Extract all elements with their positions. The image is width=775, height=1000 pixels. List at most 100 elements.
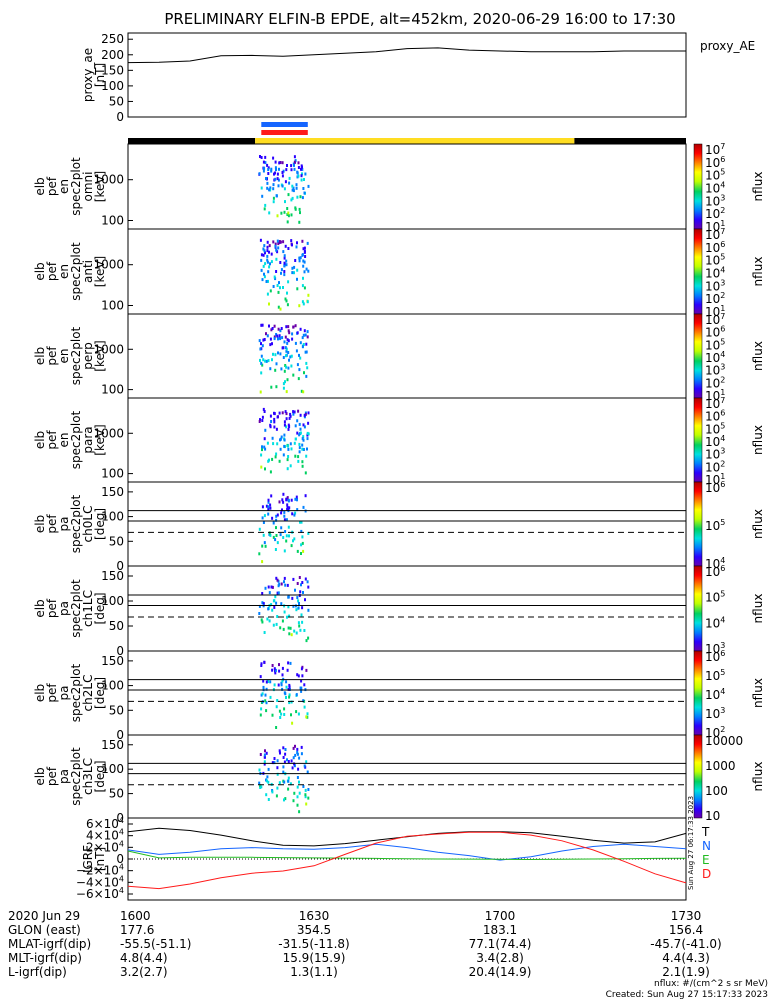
spectrogram-pixel [303,286,306,290]
spectrogram-pixel [280,367,283,371]
spectrogram-pixel [277,178,280,182]
spectrogram-pixel [290,447,293,451]
spectrogram-pixel [286,291,288,295]
spectrogram-pixel [263,445,266,449]
spectrogram-pixel [294,454,297,458]
spectrogram-pixel [276,541,279,545]
spectrogram-pixel [260,465,263,469]
spectrogram-pixel [262,533,265,537]
spectrogram-pixel [299,211,301,215]
ephemeris-cell: 1.3(1.1) [290,965,338,979]
spectrogram-pixel [280,268,283,272]
spectrogram-pixel [277,242,280,246]
panel-ylabel: [keV] [93,340,107,371]
spectrogram-pixel [285,518,288,522]
ephemeris-cell: 20.4(14.9) [469,965,532,979]
spectrogram-pixel [285,325,288,329]
y-tick-label: 1000 [93,258,124,272]
spectrogram-pixel [293,513,296,517]
spectrogram-pixel [292,325,295,329]
spectrogram-pixel [265,687,268,691]
spectrogram-pixel [270,167,273,171]
spectrogram-pixel [304,412,307,416]
spectrogram-pixel [260,323,263,327]
spectrogram-pixel [306,433,309,437]
spectrogram-pixel [301,345,304,349]
spectrogram-pixel [269,533,272,537]
spectrogram-pixel [287,211,290,215]
y-tick-label: 0 [116,559,124,573]
spectrogram-pixel [280,681,283,685]
spectrogram-data [258,155,310,224]
ephemeris-row-label: L-igrf(dip) [8,965,67,979]
spectrogram-pixel [287,447,290,451]
spectrogram-pixel [271,327,274,330]
spectrogram-pixel [303,260,306,264]
spectrogram-pixel [271,342,273,346]
spectrogram-pixel [296,751,299,754]
colorbar-tick-label: 100 [705,784,728,798]
spectrogram-pixel [282,627,285,631]
panel-ylabel: ch2LC [81,675,95,712]
spectrogram-pixel [276,442,279,446]
spectrogram-pixel [275,518,278,522]
spectrogram-pixel [297,161,300,165]
spectrogram-pixel [305,639,308,643]
spectrogram-pixel [305,715,308,719]
colorbar [693,734,703,819]
plot-title: PRELIMINARY ELFIN-B EPDE, alt=452km, 202… [164,10,675,28]
spectrogram-pixel [283,254,286,258]
y-tick-label: 150 [101,485,124,499]
spectrogram-pixel [302,549,305,553]
spectrogram-pixel [287,787,290,791]
spectrogram-pixel [287,247,290,250]
spectrogram-pixel [278,334,281,338]
panel-ylabel: pa [57,601,71,616]
spectrogram-pixel [278,281,280,285]
spectrogram-pixel [298,353,300,357]
spectrogram-pixel [289,442,292,446]
spectrogram-pixel [302,187,305,190]
spectrogram-pixel [277,591,280,595]
y-tick-label: 100 [101,594,124,608]
spectrogram-pixel [300,613,303,617]
spectrogram-pixel [260,662,263,666]
spectrogram-pixel [268,324,270,328]
spectrogram-pixel [302,438,305,442]
panel-ylabel: en [57,349,71,364]
y-tick-label: 100 [101,79,124,93]
units-note: nflux: #/(cm^2 s sr MeV) [654,979,768,989]
spectrogram-pixel [274,242,277,246]
spectrogram-pixel [296,747,299,751]
spectrogram-data [258,492,310,564]
spectrogram-pixel [259,675,262,679]
spectrogram-pixel [289,661,292,665]
spectrogram-pixel [304,494,307,498]
spectrogram-pixel [300,752,303,756]
spectrogram-pixel [303,425,306,429]
spectrogram-pixel [293,537,296,541]
spectrogram-pixel [298,304,301,308]
spectrogram-pixel [271,761,274,765]
spectrogram-pixel [283,273,286,277]
spectrogram-pixel [288,632,291,636]
spectrogram-pixel [294,744,296,748]
spectrogram-pixel [261,448,263,452]
spectrogram-pixel [296,195,299,199]
spectrogram-pixel [282,453,285,457]
spectrogram-pixel [273,605,276,609]
spectrogram-pixel [299,413,302,417]
spectrogram-pixel [286,615,288,619]
spectrogram-pixel [293,629,296,633]
spectrogram-pixel [287,351,290,354]
spectrogram-pixel [265,359,268,363]
spectrogram-pixel [276,759,279,763]
spectrogram-pixel [301,165,303,169]
spectrogram-pixel [263,166,266,170]
panel-omni: elbpefenspec2plotomni[keV]10001001071061… [33,142,765,234]
panel-ylabel: pa [57,769,71,784]
spectrogram-pixel [284,583,287,587]
colorbar-tick-label: 104 [705,687,725,702]
spectrogram-pixel [284,297,287,301]
spectrogram-pixel [290,239,293,243]
